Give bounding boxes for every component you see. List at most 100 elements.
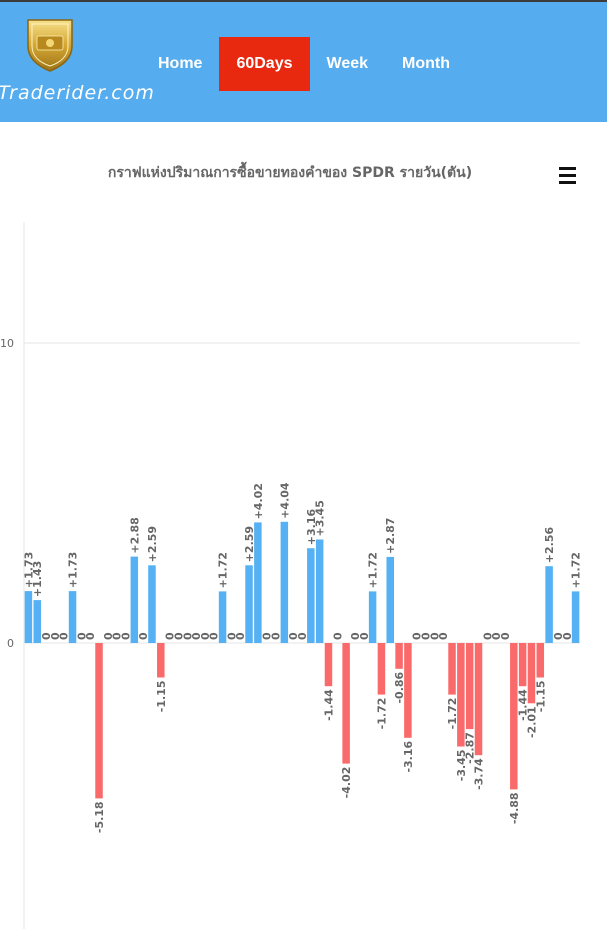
data-label: 0 — [261, 632, 274, 640]
data-label: 0 — [234, 632, 247, 640]
data-label: 0 — [437, 632, 450, 640]
data-label: 0 — [164, 632, 177, 640]
main-nav: Home 60Days Week Month — [141, 37, 467, 91]
data-label: 0 — [172, 632, 185, 640]
data-label: -3.74 — [473, 758, 486, 790]
data-label: +2.56 — [543, 526, 556, 563]
data-label: -4.02 — [340, 767, 353, 799]
data-label: 0 — [358, 632, 371, 640]
bar — [368, 591, 377, 643]
data-label: +2.59 — [146, 526, 159, 562]
brand-name[interactable]: Traderider.com — [0, 82, 155, 104]
data-label: +2.59 — [243, 526, 256, 562]
data-label: 0 — [331, 632, 344, 640]
bar — [474, 643, 483, 756]
data-label: 0 — [84, 632, 97, 640]
bar — [315, 539, 324, 643]
data-label: 0 — [287, 632, 300, 640]
data-label: 0 — [208, 632, 221, 640]
data-label: 0 — [225, 632, 238, 640]
data-label: -2.87 — [464, 732, 477, 764]
bar — [157, 643, 165, 678]
data-label: -3.45 — [455, 750, 468, 782]
bar — [536, 643, 545, 678]
bar — [342, 643, 350, 764]
data-label: -1.72 — [375, 698, 388, 730]
data-label: +3.16 — [305, 508, 318, 545]
nav-60days[interactable]: 60Days — [219, 37, 310, 91]
bar — [395, 643, 403, 669]
data-label: 0 — [428, 632, 441, 640]
data-label: -2.01 — [525, 706, 538, 738]
bar — [527, 643, 536, 704]
hamburger-icon[interactable] — [559, 167, 577, 185]
data-label: +4.02 — [252, 483, 265, 519]
data-label: +1.43 — [31, 561, 44, 597]
data-label: -0.86 — [393, 671, 406, 703]
data-label: 0 — [499, 632, 512, 640]
data-label: -1.44 — [322, 689, 335, 721]
bar — [148, 565, 156, 643]
data-label: 0 — [40, 632, 53, 640]
nav-month[interactable]: Month — [402, 55, 450, 72]
bar — [33, 600, 41, 643]
site-header: Traderider.com Home 60Days Week Month — [0, 0, 607, 122]
data-label: 0 — [190, 632, 203, 640]
data-label: +1.72 — [217, 552, 230, 588]
bar — [95, 643, 103, 799]
data-label: 0 — [561, 632, 574, 640]
bar — [465, 643, 474, 730]
bar — [386, 556, 395, 643]
data-label: +1.73 — [67, 552, 80, 588]
data-label: 0 — [119, 632, 132, 640]
nav-week[interactable]: Week — [326, 55, 369, 72]
data-label: +1.72 — [367, 552, 380, 588]
data-label: 0 — [481, 632, 494, 640]
bar — [324, 643, 333, 687]
data-label: 0 — [420, 632, 433, 640]
bar — [254, 522, 262, 643]
data-label: -5.18 — [93, 801, 106, 833]
data-label: 0 — [75, 632, 88, 640]
chart-title: กราฟแห่งปริมาณการซื้อขายทองคำของ SPDR รา… — [107, 165, 473, 181]
data-label: 0 — [296, 632, 309, 640]
data-label: 0 — [349, 632, 362, 640]
data-label: -1.15 — [155, 681, 168, 713]
data-label: -1.15 — [534, 681, 547, 713]
data-label: 0 — [102, 632, 115, 640]
bar — [457, 643, 465, 747]
bar — [545, 566, 553, 643]
bar — [218, 591, 227, 643]
bar — [307, 548, 315, 643]
bar — [377, 643, 386, 695]
y-tick-label: 10 — [0, 337, 14, 350]
bar — [571, 591, 580, 643]
data-label: +4.04 — [278, 482, 291, 519]
bar — [448, 643, 456, 695]
bar — [280, 521, 289, 643]
data-label: +1.72 — [570, 552, 583, 588]
data-label: 0 — [270, 632, 283, 640]
data-label: +2.88 — [128, 517, 141, 553]
bar — [24, 591, 33, 643]
bar — [510, 643, 518, 790]
data-label: 0 — [111, 632, 124, 640]
trade-rider-logo[interactable] — [22, 16, 78, 72]
bar — [130, 556, 139, 643]
data-label: +3.45 — [314, 500, 327, 536]
data-label: 0 — [137, 632, 150, 640]
data-label: 0 — [552, 632, 565, 640]
data-label: 0 — [49, 632, 62, 640]
data-label: 0 — [411, 632, 424, 640]
data-label: +2.87 — [384, 518, 397, 554]
data-label: 0 — [58, 632, 71, 640]
bar — [404, 643, 412, 738]
data-label: 0 — [490, 632, 503, 640]
bar — [68, 591, 77, 643]
bar — [518, 643, 527, 687]
data-label: -1.72 — [446, 698, 459, 730]
y-tick-label: 0 — [7, 637, 14, 650]
nav-home[interactable]: Home — [158, 55, 203, 72]
data-label: 0 — [181, 632, 194, 640]
data-label: -3.16 — [402, 740, 415, 772]
